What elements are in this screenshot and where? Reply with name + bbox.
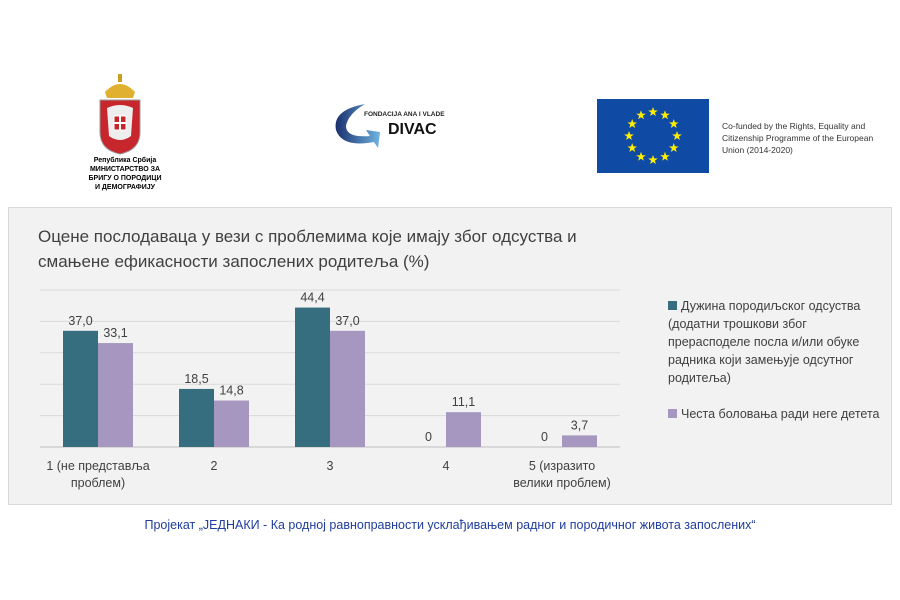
legend-item-series-2: Честа боловања ради неге детета	[668, 405, 888, 423]
eu-star-icon	[660, 151, 670, 161]
x-tick-label: велики проблем)	[513, 476, 611, 490]
data-label: 0	[541, 430, 548, 444]
data-label: 37,0	[68, 314, 92, 328]
chart-panel	[8, 207, 892, 505]
data-label: 37,0	[335, 314, 359, 328]
data-label: 14,8	[219, 384, 243, 398]
eu-star-icon	[624, 131, 634, 140]
bar	[179, 388, 214, 447]
bar-chart: 37,0 33,1 1 (не представља проблем) 18,5 14,8…	[40, 289, 620, 490]
bar	[562, 435, 597, 447]
eu-star-icon	[669, 143, 679, 152]
svg-text:FONDACIJA ANA I VLADE: FONDACIJA ANA I VLADE	[364, 111, 445, 118]
legend-item-series-1: Дужина породиљског одсуства (додатни тро…	[668, 297, 888, 387]
bar	[446, 412, 481, 447]
ministry-line: И ДЕМОГРАФИЈУ	[94, 184, 156, 191]
project-footer: Пројекат „ЈЕДНАКИ - Ка родној равноправн…	[144, 518, 756, 532]
chart-title: Оцене послодаваца у вези с проблемима ко…	[38, 227, 577, 271]
data-label: 44,4	[300, 291, 324, 305]
divac-foundation-logo: FONDACIJA ANA I VLADE DIVAC	[335, 104, 445, 148]
eu-flag-icon	[597, 99, 709, 173]
svg-text:DIVAC: DIVAC	[388, 121, 437, 138]
eu-funding-text: Co-funded by the Rights, Equality and Ci…	[722, 121, 874, 155]
x-tick-label: 2	[211, 459, 218, 473]
x-tick-label: 3	[327, 459, 334, 473]
data-label: 0	[425, 430, 432, 444]
eu-star-icon	[660, 110, 670, 120]
eu-star-icon	[648, 155, 658, 164]
data-label: 33,1	[103, 326, 127, 340]
x-tick-label: 1 (не представља	[46, 459, 149, 473]
bar	[330, 330, 365, 447]
x-tick-label: 5 (изразито	[529, 459, 595, 473]
legend-label: Честа боловања ради неге детета	[681, 407, 880, 421]
ministry-line: МИНИСТАРСТВО ЗА	[89, 166, 161, 173]
bar	[214, 400, 249, 447]
eu-star-icon	[672, 131, 682, 140]
legend-label: Дужина породиљског одсуства (додатни тро…	[668, 299, 861, 385]
ministry-caption: Република Србија МИНИСТАРСТВО ЗА БРИГУ О…	[70, 156, 180, 192]
data-label: 11,1	[452, 395, 475, 409]
eu-star-icon	[627, 143, 637, 152]
bar	[98, 343, 133, 447]
x-tick-label: 4	[443, 459, 450, 473]
data-label: 18,5	[184, 372, 208, 386]
ministry-line: БРИГУ О ПОРОДИЦИ	[88, 175, 162, 182]
data-label: 3,7	[571, 418, 588, 432]
x-tick-label: проблем)	[71, 476, 125, 490]
eu-star-icon	[648, 107, 658, 116]
ministry-line: Република Србија	[93, 157, 157, 164]
bar	[63, 330, 98, 447]
legend-swatch	[668, 301, 677, 310]
eu-star-icon	[636, 110, 646, 120]
eu-star-icon	[627, 119, 637, 128]
bar	[295, 307, 330, 447]
legend-swatch	[668, 409, 677, 418]
eu-star-icon	[669, 119, 679, 128]
serbia-coat-of-arms-icon	[99, 74, 141, 155]
eu-star-icon	[636, 151, 646, 161]
